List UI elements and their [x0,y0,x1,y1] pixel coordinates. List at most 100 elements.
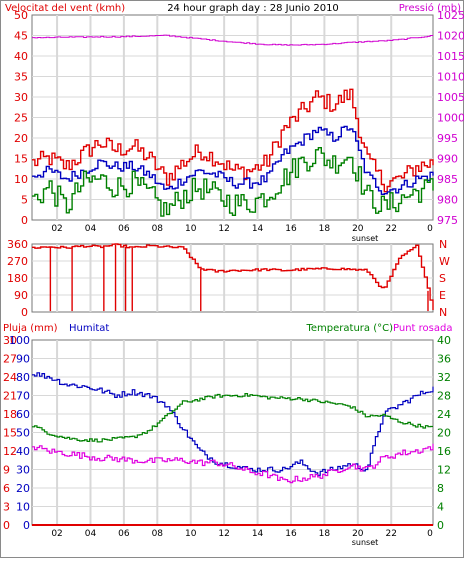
y-tick-label: 30 [14,91,28,104]
x-tick-label: 10 [185,224,197,234]
temperature-tick-label: 8 [437,482,444,495]
humidity-tick-label: 30 [16,464,30,477]
y-tick-label: 270 [7,255,28,268]
y-tick-label: 15 [14,153,28,166]
x-tick-label: 16 [285,529,297,539]
direction-label: W [439,255,450,268]
temperature-tick-label: 28 [437,390,451,403]
rain-tick-label: 9 [3,464,10,477]
direction-label: N [439,306,447,319]
series-temperature [32,393,433,443]
humidity-axis-label: Humitat [69,323,109,334]
temperature-tick-label: 32 [437,371,451,384]
rain-tick-label: 27 [3,353,17,366]
x-tick-label: 18 [319,529,331,539]
climate-panel: 0369121518212427300102030405060708090100… [3,323,452,547]
y-tick-label: 40 [14,50,28,63]
temperature-tick-label: 16 [437,445,451,458]
y-tick-label: 995 [437,132,458,145]
rain-tick-label: 0 [3,519,10,532]
x-tick-label: 22 [386,224,397,234]
y-tick-label: 985 [437,173,458,186]
rain-tick-label: 3 [3,501,10,514]
humidity-tick-label: 20 [16,482,30,495]
sunset-label-1: sunset [352,234,379,243]
y-tick-label: 50 [14,9,28,22]
rain-tick-label: 6 [3,482,10,495]
direction-label: N [439,238,447,251]
y-tick-label: 1020 [437,30,464,43]
y-tick-label: 980 [437,194,458,207]
humidity-tick-label: 60 [16,408,30,421]
y-tick-label: 90 [14,289,28,302]
humidity-tick-label: 80 [16,371,30,384]
y-tick-label: 0 [21,306,28,319]
x-tick-label: 0 [427,529,433,539]
x-tick-label: 04 [85,529,97,539]
x-tick-label: 06 [118,529,130,539]
humidity-tick-label: 90 [16,353,30,366]
x-tick-label: 20 [352,224,364,234]
y-tick-label: 1010 [437,71,464,84]
temperature-tick-label: 24 [437,408,451,421]
humidity-tick-label: 100 [9,334,30,347]
temperature-tick-label: 4 [437,501,444,514]
humidity-tick-label: 10 [16,501,30,514]
temperature-tick-label: 40 [437,334,451,347]
x-tick-label: 18 [319,224,331,234]
y-tick-label: 35 [14,71,28,84]
humidity-tick-label: 70 [16,390,30,403]
y-tick-label: 1025 [437,9,464,22]
y-tick-label: 10 [14,173,28,186]
x-tick-label: 02 [51,529,62,539]
y-tick-label: 0 [21,214,28,227]
rain-axis-label: Pluja (mm) [3,323,58,334]
y-tick-label: 25 [14,112,28,125]
x-tick-label: 22 [386,529,397,539]
rain-tick-label: 30 [3,334,17,347]
y-tick-label: 45 [14,30,28,43]
rain-tick-label: 15 [3,427,17,440]
x-tick-label: 14 [252,224,264,234]
rain-tick-label: 24 [3,371,17,384]
temperature-tick-label: 36 [437,353,451,366]
rain-tick-label: 18 [3,408,17,421]
y-tick-label: 1015 [437,50,464,63]
humidity-tick-label: 0 [23,519,30,532]
sunset-label-2: sunset [352,538,379,547]
x-tick-label: 08 [152,224,164,234]
y-tick-label: 1000 [437,112,464,125]
x-tick-label: 0 [427,224,433,234]
rain-tick-label: 12 [3,445,17,458]
humidity-tick-label: 50 [16,427,30,440]
y-tick-label: 1005 [437,91,464,104]
x-tick-label: 08 [152,529,164,539]
temperature-axis-label: Temperatura (°C) [305,323,393,334]
series-pressure [32,34,434,46]
x-tick-label: 16 [285,224,297,234]
x-tick-label: 06 [118,224,130,234]
series-gust [32,88,434,193]
y-tick-label: 180 [7,272,28,285]
rain-tick-label: 21 [3,390,17,403]
y-tick-label: 5 [21,194,28,207]
series-min [32,147,434,217]
y-tick-label: 975 [437,214,458,227]
direction-label: E [439,289,446,302]
x-tick-label: 12 [218,529,229,539]
y-tick-label: 20 [14,132,28,145]
temperature-tick-label: 12 [437,464,451,477]
x-tick-label: 02 [51,224,62,234]
y-tick-label: 360 [7,238,28,251]
x-tick-label: 10 [185,529,197,539]
direction-label: S [439,272,446,285]
x-tick-label: 14 [252,529,264,539]
wind-speed-axis-label: Velocitat del vent (kmh) [5,3,125,14]
x-tick-label: 20 [352,529,364,539]
temperature-tick-label: 0 [437,519,444,532]
series-wind-direction [32,243,434,310]
temperature-tick-label: 20 [437,427,451,440]
